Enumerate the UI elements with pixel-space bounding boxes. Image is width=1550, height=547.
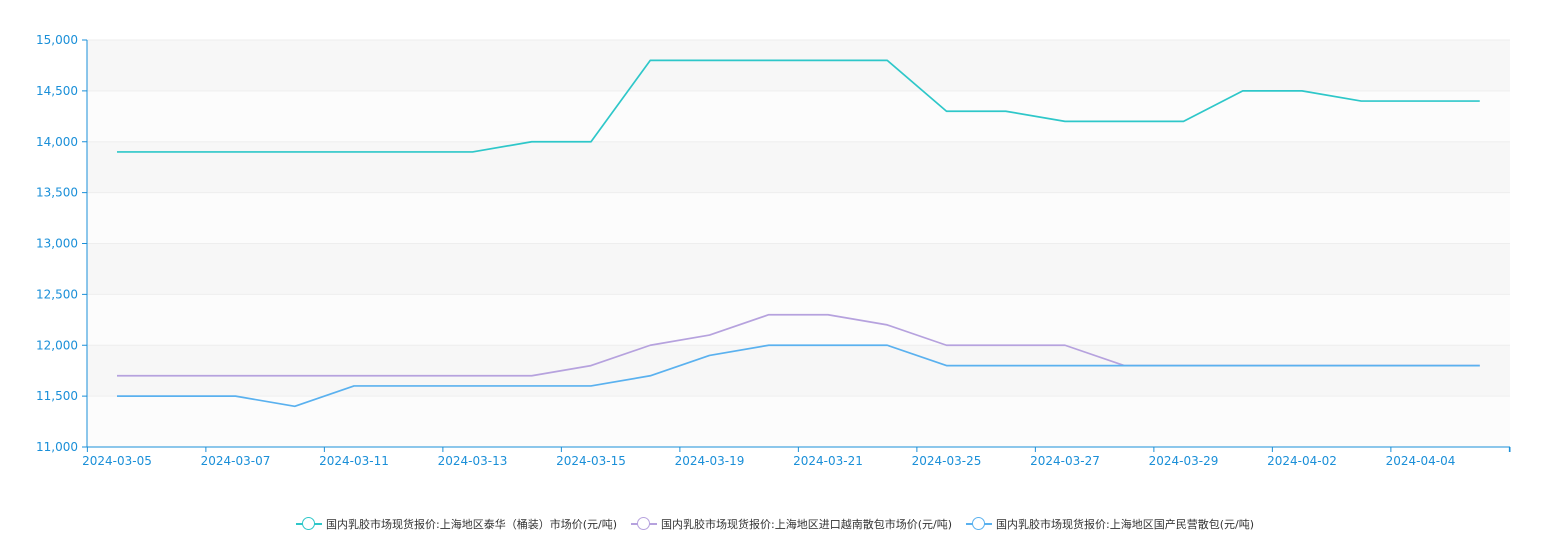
y-tick-label: 13,500	[36, 186, 78, 200]
y-tick-label: 12,500	[36, 287, 78, 301]
series-layer	[117, 59, 1480, 408]
grid-band	[87, 243, 1510, 295]
x-tick-label: 2024-04-04	[1386, 454, 1456, 468]
grid-bands	[87, 40, 1510, 447]
axes	[82, 39, 1511, 452]
legend-item-2[interactable]: 国内乳胶市场现货报价:上海地区进口越南散包市场价(元/吨)	[631, 516, 952, 532]
grid-band	[87, 396, 1510, 447]
x-tick-label: 2024-03-07	[201, 454, 271, 468]
grid-band	[87, 192, 1510, 244]
x-tick-label: 2024-03-19	[675, 454, 745, 468]
series-line-1	[117, 59, 1480, 153]
x-tick-label: 2024-03-25	[912, 454, 982, 468]
legend-label: 国内乳胶市场现货报价:上海地区国产民营散包(元/吨)	[996, 518, 1254, 531]
legend-label: 国内乳胶市场现货报价:上海地区泰华（桶装）市场价(元/吨)	[326, 518, 617, 531]
series-line-3	[117, 344, 1480, 408]
legend-marker-icon	[631, 517, 657, 531]
grid-band	[87, 40, 1510, 91]
x-tick-label: 2024-03-21	[793, 454, 863, 468]
x-tick-label: 2024-03-29	[1149, 454, 1219, 468]
y-tick-label: 15,000	[36, 33, 78, 47]
y-tick-label: 14,500	[36, 84, 78, 98]
y-tick-label: 14,000	[36, 135, 78, 149]
x-tick-label: 2024-03-13	[438, 454, 508, 468]
x-tick-label: 2024-04-02	[1267, 454, 1337, 468]
y-tick-label: 11,500	[36, 389, 78, 403]
x-tick-label: 2024-03-27	[1030, 454, 1100, 468]
grid-band	[87, 345, 1510, 397]
y-axis-labels: 11,000 11,500 12,000 12,500 13,000 13,500 14,0…	[36, 33, 78, 454]
x-tick-label: 2024-03-11	[319, 454, 389, 468]
legend-marker-icon	[966, 517, 992, 531]
grid-band	[87, 141, 1510, 193]
x-axis-labels: 2024-03-05 2024-03-07 2024-03-11 2024-03-13…	[82, 454, 1455, 468]
grid-band	[87, 294, 1510, 346]
y-tick-label: 12,000	[36, 338, 78, 352]
legend-label: 国内乳胶市场现货报价:上海地区进口越南散包市场价(元/吨)	[661, 518, 952, 531]
legend-item-1[interactable]: 国内乳胶市场现货报价:上海地区泰华（桶装）市场价(元/吨)	[296, 516, 617, 532]
x-tick-label: 2024-03-05	[82, 454, 152, 468]
x-tick-label: 2024-03-15	[556, 454, 626, 468]
grid-band	[87, 90, 1510, 142]
y-tick-label: 11,000	[36, 440, 78, 454]
legend-marker-icon	[296, 517, 322, 531]
legend-item-3[interactable]: 国内乳胶市场现货报价:上海地区国产民营散包(元/吨)	[966, 516, 1254, 532]
y-tick-label: 13,000	[36, 237, 78, 251]
legend: 国内乳胶市场现货报价:上海地区泰华（桶装）市场价(元/吨) 国内乳胶市场现货报价:…	[0, 516, 1550, 532]
